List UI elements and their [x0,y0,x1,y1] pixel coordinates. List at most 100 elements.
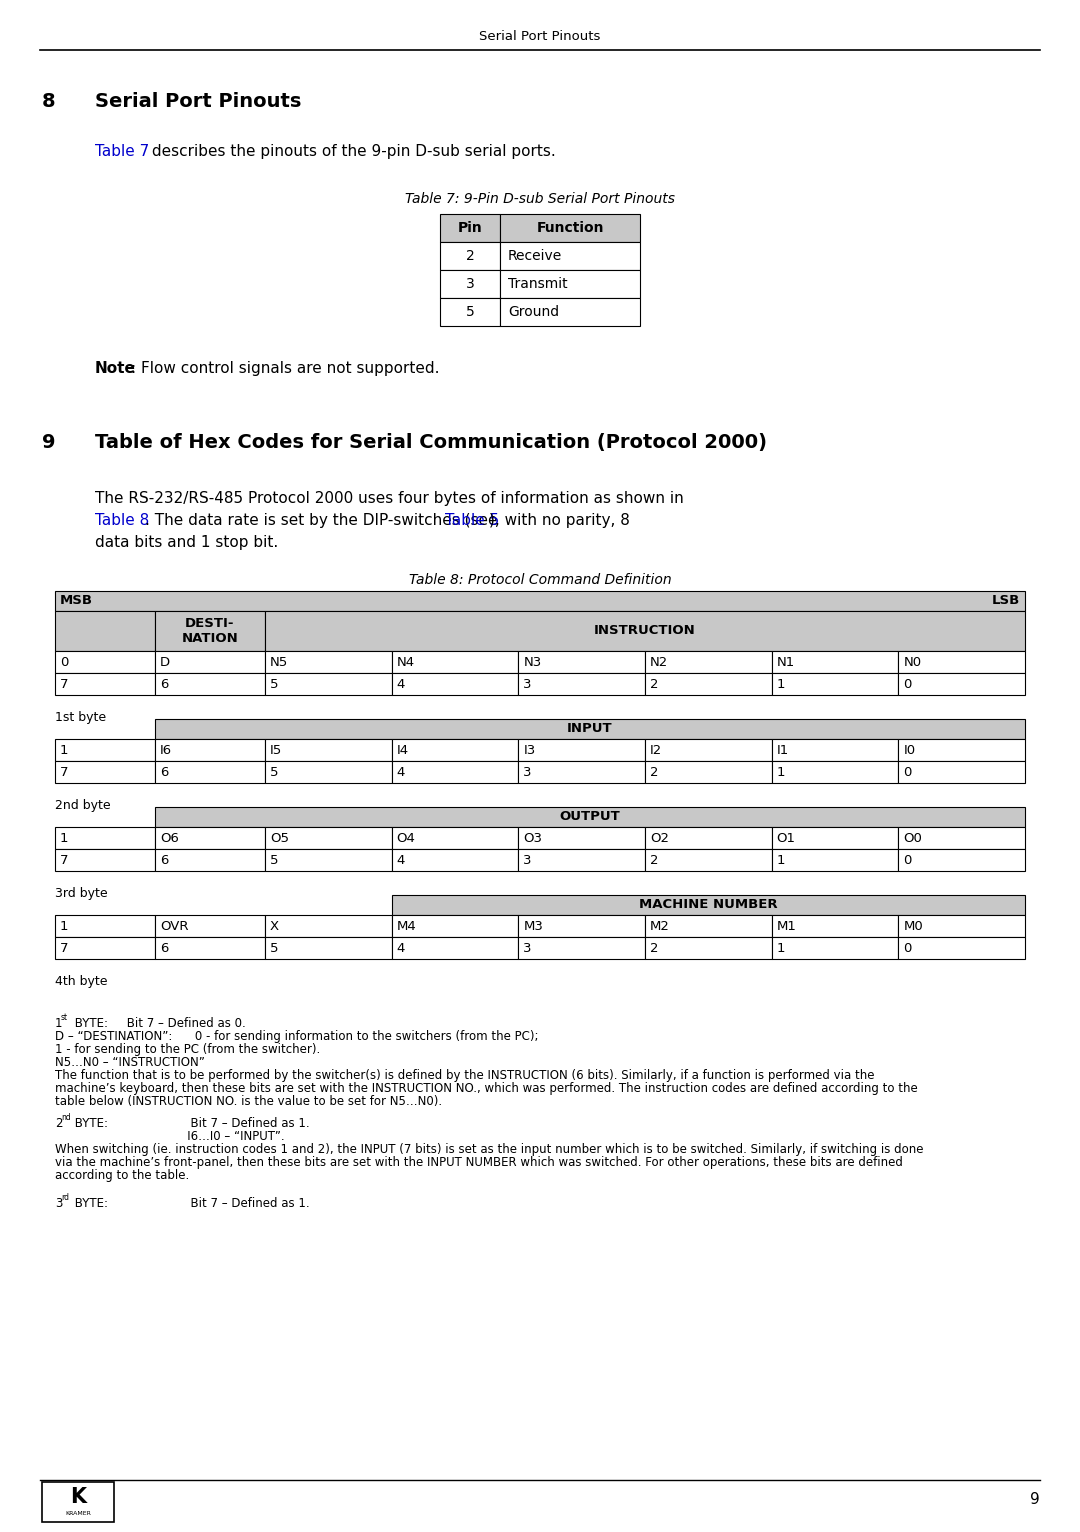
Text: 4: 4 [396,677,405,691]
Text: 2: 2 [465,250,474,264]
Text: N3: N3 [524,656,541,668]
Text: M1: M1 [777,919,797,933]
Text: 4: 4 [396,853,405,867]
Text: MSB: MSB [60,594,93,608]
Text: I6…I0 – “INPUT”.: I6…I0 – “INPUT”. [71,1131,285,1143]
Text: 2nd byte: 2nd byte [55,800,110,812]
Text: 0: 0 [903,677,912,691]
Text: 1: 1 [777,942,785,954]
Text: BYTE:     Bit 7 – Defined as 0.: BYTE: Bit 7 – Defined as 0. [71,1017,246,1030]
Text: 7: 7 [60,677,68,691]
Bar [440,242,500,270]
Text: 6: 6 [160,942,168,954]
Bar [392,738,518,761]
Bar [518,738,645,761]
Bar [55,651,156,673]
Bar [518,651,645,673]
Text: 3: 3 [524,942,531,954]
Bar [645,938,772,959]
Bar [772,827,899,849]
Bar [899,849,1025,872]
Text: OVR: OVR [160,919,189,933]
Bar [392,849,518,872]
Bar [645,827,772,849]
Bar [392,915,518,938]
Bar [772,673,899,696]
Bar [392,895,1025,915]
Text: I4: I4 [396,743,409,757]
Bar [440,214,500,242]
Text: 5: 5 [270,677,279,691]
Text: D: D [160,656,171,668]
Text: O1: O1 [777,832,796,844]
Text: Transmit: Transmit [508,277,568,291]
Text: N5…N0 – “INSTRUCTION”: N5…N0 – “INSTRUCTION” [55,1056,205,1069]
Bar [156,651,265,673]
Text: Receive: Receive [508,250,563,264]
Bar [42,1481,114,1521]
Bar [772,849,899,872]
Bar [55,761,156,783]
Text: Table of Hex Codes for Serial Communication (Protocol 2000): Table of Hex Codes for Serial Communicat… [95,434,767,452]
Text: 8: 8 [42,92,56,110]
Text: 0: 0 [903,766,912,778]
Text: 1: 1 [777,677,785,691]
Text: I1: I1 [777,743,788,757]
Text: N4: N4 [396,656,415,668]
Bar [156,719,1025,738]
Bar [645,673,772,696]
Bar [156,611,265,651]
Bar [265,651,392,673]
Bar [772,738,899,761]
Bar [265,673,392,696]
Text: X: X [270,919,279,933]
Text: 4: 4 [396,766,405,778]
Text: Function: Function [537,221,604,234]
Bar [156,807,1025,827]
Bar [899,738,1025,761]
Text: 3: 3 [524,677,531,691]
Text: 0: 0 [903,942,912,954]
Text: DESTI-
NATION: DESTI- NATION [181,617,239,645]
Text: N1: N1 [777,656,795,668]
Text: data bits and 1 stop bit.: data bits and 1 stop bit. [95,535,279,550]
Text: Table 5: Table 5 [445,513,499,529]
Bar [518,673,645,696]
Text: machine’s keyboard, then these bits are set with the INSTRUCTION NO., which was : machine’s keyboard, then these bits are … [55,1082,918,1095]
Bar [392,827,518,849]
Text: 2: 2 [650,942,659,954]
Bar [265,915,392,938]
Bar [645,915,772,938]
Bar [156,849,265,872]
Bar [440,270,500,299]
Bar [500,299,640,326]
Bar [645,849,772,872]
Text: 9: 9 [42,434,55,452]
Bar [500,242,640,270]
Bar [265,761,392,783]
Text: 1: 1 [777,766,785,778]
Bar [392,651,518,673]
Bar [156,827,265,849]
Bar [265,938,392,959]
Text: I0: I0 [903,743,916,757]
Text: O5: O5 [270,832,289,844]
Text: Serial Port Pinouts: Serial Port Pinouts [95,92,301,110]
Bar [772,938,899,959]
Text: M3: M3 [524,919,543,933]
Text: st: st [60,1013,68,1022]
Bar [55,611,156,651]
Bar [156,761,265,783]
Text: 7: 7 [60,942,68,954]
Text: INPUT: INPUT [567,723,612,735]
Text: ), with no parity, 8: ), with no parity, 8 [489,513,630,529]
Bar [518,849,645,872]
Text: 0: 0 [903,853,912,867]
Text: MACHINE NUMBER: MACHINE NUMBER [639,898,778,912]
Text: 3: 3 [524,766,531,778]
Text: When switching (ie. instruction codes 1 and 2), the INPUT (7 bits) is set as the: When switching (ie. instruction codes 1 … [55,1143,923,1157]
Text: I6: I6 [160,743,172,757]
Text: 5: 5 [270,853,279,867]
Bar [440,299,500,326]
Bar [518,761,645,783]
